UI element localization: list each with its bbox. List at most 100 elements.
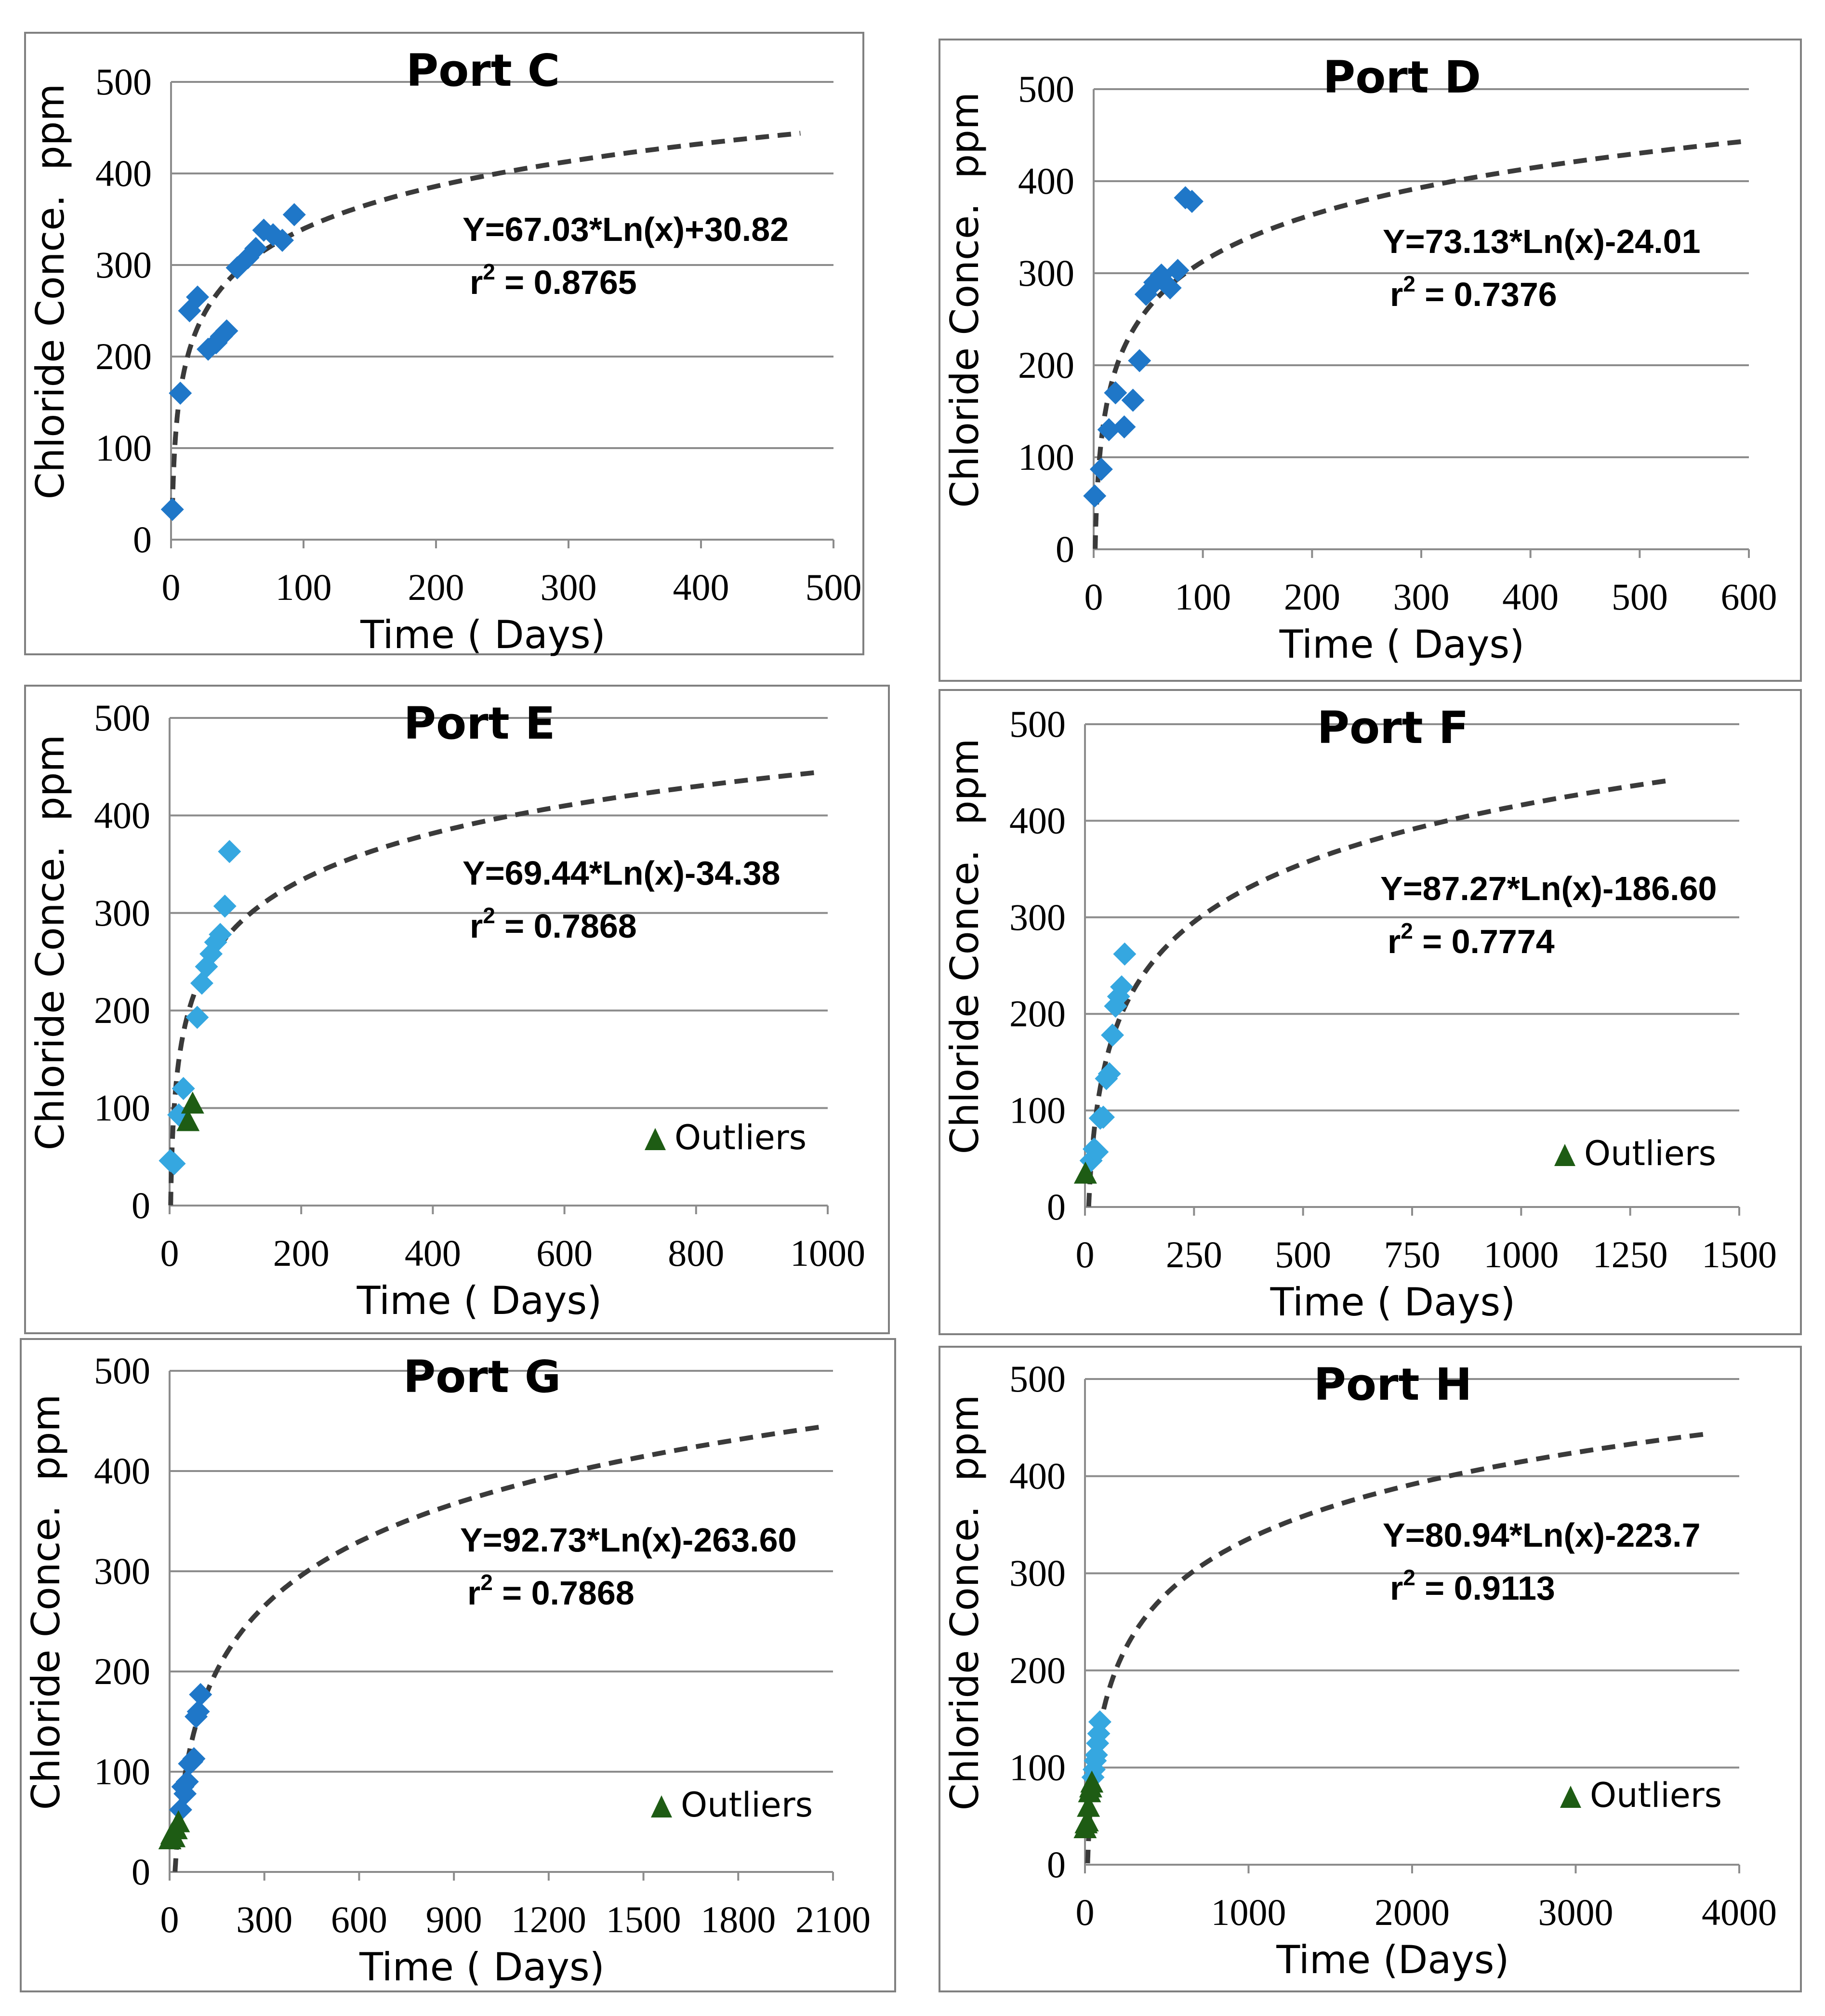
data-point [1098,1062,1121,1086]
r-squared: r2 = 0.7868 [467,1570,635,1612]
y-axis-title: Chloride Conce. ppm [942,1395,987,1811]
data-point [1112,415,1136,438]
data-point [209,923,232,946]
y-tick-label: 300 [1009,1552,1066,1594]
data-point [1121,388,1145,412]
y-tick-label: 400 [94,794,150,836]
y-tick-label: 500 [94,697,150,739]
trend-equation: Y=87.27*Ln(x)-186.60 [1380,870,1717,907]
chart-title: Port D [1323,52,1481,103]
r-squared-prefix: r [470,264,483,301]
y-tick-label: 0 [1056,528,1074,570]
r-squared-prefix: r [1390,276,1403,313]
y-tick-label: 200 [1009,993,1066,1035]
x-tick-label: 1200 [511,1898,586,1940]
outlier-point [1080,1770,1104,1793]
y-tick-label: 300 [94,892,150,934]
legend-label: Outliers [674,1118,807,1157]
y-tick-label: 100 [94,1087,150,1129]
x-tick-label: 1000 [1211,1891,1286,1933]
r-squared-prefix: r [1388,923,1401,960]
data-point [1083,484,1107,508]
y-tick-label: 0 [1047,1186,1066,1228]
legend-label: Outliers [681,1785,813,1825]
legend-label: Outliers [1590,1776,1722,1815]
x-axis-title: Time ( Days) [1270,1280,1516,1325]
x-tick-label: 200 [273,1232,330,1274]
x-tick-label: 300 [236,1898,292,1940]
y-axis-title: Chloride Conce. ppm [28,735,73,1151]
y-axis-title: Chloride Conce. ppm [942,92,987,508]
y-tick-label: 200 [1018,344,1074,386]
y-tick-label: 100 [94,1751,150,1792]
data-point [282,203,306,226]
y-tick-label: 400 [1009,799,1066,841]
x-tick-label: 1800 [701,1898,776,1940]
legend-outlier-marker [645,1128,666,1150]
r-squared-prefix: r [1390,1569,1403,1607]
y-tick-label: 400 [94,1450,150,1492]
trend-line [170,131,801,512]
x-tick-label: 0 [1076,1233,1095,1275]
data-point [175,1770,199,1793]
x-tick-label: 100 [276,566,332,608]
r-squared-value: = 0.7868 [495,907,637,945]
y-tick-label: 200 [1009,1649,1066,1691]
x-tick-label: 1500 [1702,1233,1777,1275]
data-point [160,498,184,521]
legend-outlier-marker [651,1795,672,1817]
x-tick-label: 300 [541,566,597,608]
data-point [213,894,237,918]
x-tick-label: 750 [1384,1233,1441,1275]
outlier-point [181,1091,204,1114]
r-squared-value: = 0.7868 [493,1574,635,1612]
y-tick-label: 100 [1018,436,1074,478]
y-tick-label: 200 [94,1650,150,1692]
data-point [271,228,294,252]
y-axis-title: Chloride Conce. ppm [28,84,73,500]
trend-line [1086,777,1674,1207]
data-point [185,1006,209,1029]
panel-frame [24,32,864,655]
y-axis-title: Chloride Conce. ppm [942,739,987,1154]
data-point [1089,457,1113,481]
x-tick-label: 2100 [795,1898,871,1940]
x-axis-title: Time ( Days) [359,1945,605,1989]
data-point [186,1700,210,1724]
trend-equation: Y=80.94*Ln(x)-223.7 [1383,1516,1701,1554]
r-squared-prefix: r [467,1574,480,1612]
y-tick-label: 0 [132,1184,150,1226]
x-tick-label: 600 [331,1898,387,1940]
data-point [1158,276,1182,300]
y-tick-label: 100 [1009,1746,1066,1788]
y-tick-label: 500 [1009,1358,1066,1400]
x-tick-label: 200 [1284,576,1340,618]
y-tick-label: 500 [1009,703,1066,745]
x-axis-title: Time ( Days) [357,1278,602,1323]
legend-outlier-marker [1554,1144,1575,1166]
r-squared: r2 = 0.7376 [1390,271,1557,313]
x-tick-label: 1250 [1593,1233,1668,1275]
trend-line [1093,138,1749,549]
y-tick-label: 0 [132,1851,150,1893]
trend-equation: Y=92.73*Ln(x)-263.60 [460,1521,796,1559]
r-squared-superscript: 2 [1403,271,1415,296]
data-point [218,840,241,863]
data-point [244,237,267,260]
chart-title: Port E [404,698,555,749]
outlier-point [176,1109,200,1131]
outlier-point [1073,1161,1097,1184]
data-point [172,1077,195,1101]
trend-line [168,769,819,1206]
r-squared-superscript: 2 [483,259,495,284]
trend-equation: Y=73.13*Ln(x)-24.01 [1383,223,1701,260]
x-tick-label: 800 [668,1232,724,1274]
r-squared-value: = 0.9113 [1415,1569,1555,1607]
chart-title: Port G [403,1351,561,1403]
